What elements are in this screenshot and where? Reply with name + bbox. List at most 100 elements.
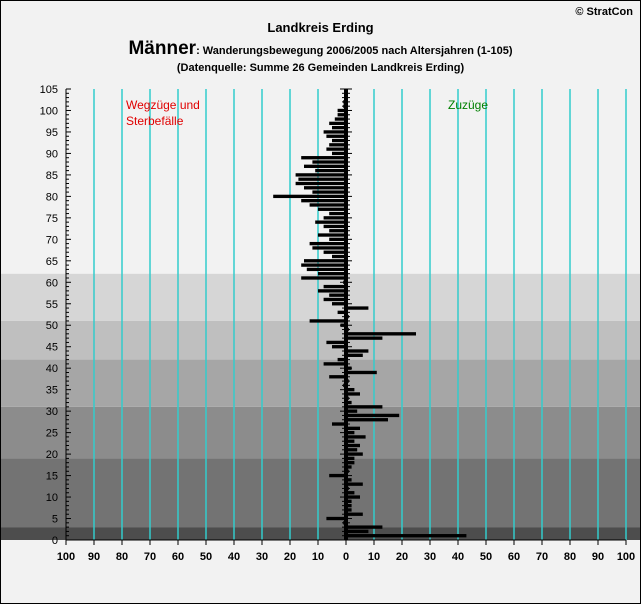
bar-age-38	[329, 375, 346, 379]
bar-age-63	[306, 267, 346, 272]
x-tick-label: 70	[536, 551, 548, 563]
x-tick-label: 0	[343, 551, 349, 563]
y-tick-label: 45	[46, 342, 58, 354]
bar-age-94	[326, 134, 346, 138]
bar-age-61	[301, 276, 346, 280]
bar-age-31	[346, 405, 383, 409]
bar-age-68	[312, 246, 346, 250]
bar-age-80	[273, 194, 346, 199]
bar-age-69	[309, 241, 346, 246]
bar-age-45	[332, 345, 346, 349]
bar-age-34	[346, 392, 360, 396]
x-tick-label: 40	[228, 551, 240, 563]
y-tick-label: 65	[46, 256, 58, 268]
x-tick-label: 60	[508, 551, 520, 563]
bar-age-71	[318, 233, 346, 237]
bar-age-22	[346, 443, 360, 448]
annotation-left-2: Sterbefälle	[126, 114, 184, 128]
bar-age-70	[329, 237, 346, 242]
y-tick-label: 70	[46, 234, 58, 246]
age-band-31-42	[1, 359, 640, 407]
bar-age-96	[332, 125, 346, 130]
bar-age-54	[346, 306, 369, 310]
bar-age-56	[323, 297, 346, 302]
age-band-3-19	[1, 458, 640, 528]
bar-age-98	[334, 117, 346, 121]
bar-age-18	[346, 461, 355, 465]
bar-age-20	[346, 452, 363, 456]
bar-age-21	[346, 448, 358, 452]
bar-age-74	[315, 220, 346, 224]
bar-age-62	[318, 272, 346, 276]
age-band-74-91	[1, 149, 640, 223]
bar-age-87	[304, 164, 346, 168]
bar-age-23	[346, 439, 355, 443]
annotation-left-1: Wegzüge und	[126, 98, 200, 112]
bar-age-10	[346, 495, 360, 499]
bar-age-85	[295, 173, 346, 177]
y-tick-label: 50	[46, 320, 58, 332]
x-tick-label: 10	[368, 551, 380, 563]
y-tick-label: 20	[46, 449, 58, 461]
x-tick-label: 50	[200, 551, 212, 563]
bar-age-88	[312, 160, 346, 164]
bar-age-92	[329, 143, 346, 147]
x-tick-label: 50	[480, 551, 492, 563]
bar-age-73	[323, 224, 346, 229]
bar-age-81	[312, 190, 346, 194]
age-band-19-31	[1, 406, 640, 459]
y-tick-label: 55	[46, 299, 58, 311]
bar-age-58	[318, 289, 346, 293]
y-tick-label: 15	[46, 471, 58, 483]
data-source-label: (Datenquelle: Summe 26 Gemeinden Landkre…	[176, 62, 465, 74]
x-tick-label: 30	[424, 551, 436, 563]
bar-age-75	[323, 216, 346, 220]
bar-age-46	[326, 340, 346, 345]
bar-age-26	[346, 426, 360, 430]
bar-age-55	[332, 302, 346, 306]
bar-age-43	[346, 353, 363, 357]
bar-age-93	[332, 138, 346, 143]
subtitle-rest: : Wanderungsbewegung 2006/2005 nach Alte…	[196, 45, 513, 57]
annotation-right: Zuzüge	[448, 98, 488, 112]
bar-age-13	[346, 482, 363, 486]
x-tick-label: 100	[57, 551, 75, 563]
bar-age-91	[326, 147, 346, 151]
bar-age-78	[309, 203, 346, 207]
x-tick-label: 20	[396, 551, 408, 563]
bar-age-51	[309, 319, 346, 323]
subtitle-main: Männer	[128, 38, 197, 59]
y-tick-label: 60	[46, 277, 58, 289]
y-tick-label: 75	[46, 213, 58, 225]
bar-age-67	[323, 250, 346, 254]
y-tick-label: 80	[46, 191, 58, 203]
bar-age-3	[346, 525, 383, 529]
y-tick-label: 105	[40, 84, 58, 96]
x-tick-label: 80	[564, 551, 576, 563]
x-tick-label: 90	[592, 551, 604, 563]
x-tick-label: 20	[284, 551, 296, 563]
bar-age-84	[298, 177, 346, 181]
chart-title: Landkreis Erding	[267, 20, 374, 35]
y-tick-label: 40	[46, 363, 58, 375]
bar-age-11	[346, 491, 355, 495]
bar-age-6	[346, 512, 363, 516]
bar-age-41	[323, 362, 346, 366]
bar-age-59	[323, 284, 346, 289]
bar-age-95	[323, 130, 346, 134]
y-tick-label: 35	[46, 385, 58, 397]
bar-age-2	[346, 529, 369, 534]
age-band-42-51	[1, 320, 640, 360]
y-tick-label: 95	[46, 127, 58, 139]
vertical-gridlines	[93, 89, 627, 540]
bar-age-47	[346, 336, 383, 340]
bar-age-64	[301, 263, 346, 267]
bar-age-19	[346, 456, 355, 461]
bar-age-99	[337, 113, 346, 117]
age-band-91-105	[1, 89, 640, 150]
x-tick-label: 100	[617, 551, 635, 563]
bar-age-82	[304, 186, 346, 190]
y-tick-label: 85	[46, 170, 58, 182]
y-tick-label: 100	[40, 105, 58, 117]
